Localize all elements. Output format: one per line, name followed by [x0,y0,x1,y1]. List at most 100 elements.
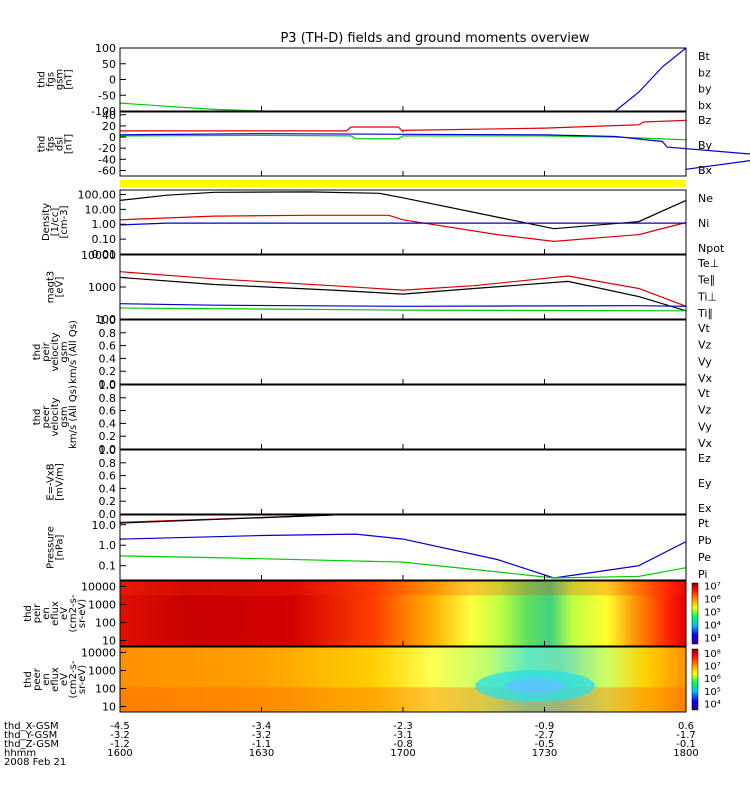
y-tick-label: 0.0 [99,378,117,391]
legend-Vz: Vz [698,339,712,352]
y-tick-label: 0.0 [99,508,117,521]
panel-pressure: 10.0 1.0 0.1 Pressure[nPa] Pt Pb Pe Pi [46,514,712,581]
panel-density: 100.00 10.00 1.00 0.10 0.01 Density[1/cc][cm-… [41,188,725,261]
date-label: 2008 Feb 21 [4,757,66,768]
y-label-line: [cm-3] [59,205,70,238]
y-label-line: peir [41,341,52,361]
series-Bz [120,119,687,133]
y-tick-label: 0.8 [99,457,117,470]
y-tick-label: -40 [98,153,116,166]
y-label-line: fgs [46,136,57,151]
y-tick-label: 1.0 [99,444,117,457]
y-label-line: peir [32,603,43,623]
y-label-line: velocity [50,397,61,436]
y-label-line: eV [59,673,70,686]
y-tick-label: -20 [98,142,116,155]
y-tick-label: 0 [109,74,116,87]
ephemeris-value: -4.5 [110,721,130,732]
ephemeris-value: -0.5 [535,739,555,750]
y-label-line: thd [32,344,43,361]
y-tick-label: 100 [95,313,116,326]
y-label-line: [1/cc] [50,208,61,237]
y-label-line: velocity [50,332,61,371]
y-tick-label: 0.01 [92,248,117,261]
ephemeris-value: 1630 [249,748,274,759]
y-label-line: gsm [59,406,70,427]
panel-frame [119,384,687,450]
y-tick-label: 0.0 [99,443,117,456]
panel-peer_velocity: 1.00.80.60.40.20.0thdpeervelocitygsmkm/s… [32,379,713,456]
y-label-line: magt3 [46,271,57,304]
y-label-line: E=-VxB [46,463,57,500]
panel-frame [119,514,687,581]
legend-Ex: Ex [698,502,712,515]
legend-Vy: Vy [698,355,712,368]
y-label-line: thd [32,409,43,426]
y-label-line: eflux [50,601,61,626]
quality-flag-bar [120,180,686,187]
series-Ti⊥ [119,303,687,307]
ephemeris-label: thd_Y-GSM [4,730,57,741]
ephemeris-value: 1800 [673,748,698,759]
legend-Bx: Bx [698,164,713,177]
y-tick-label: 0.4 [99,482,117,495]
y-tick-label: 0.6 [99,340,117,353]
y-tick-label: 0.4 [99,417,117,430]
y-tick-label: 0.6 [99,470,117,483]
y-tick-label: 0 [109,131,116,144]
y-label-line: thd [23,671,34,688]
y-tick-label: -100 [91,105,116,118]
y-label-line: dsl [55,137,66,151]
y-label-line: eV [59,607,70,620]
y-tick-label: 10 [102,701,116,714]
y-label-line: km/s (All Qs) [68,385,79,449]
legend-bx: bx [698,99,712,112]
colorbar-tick: 10⁴ [704,700,721,711]
y-tick-label: 1000 [88,598,116,611]
spectrogram-shade [120,581,686,596]
colorbar: 10⁷ 10⁶ 10⁵ 10⁴ 10³ [691,582,721,645]
legend-Vz: Vz [698,404,712,417]
ephemeris-table: thd_X-GSM -4.5 -3.4 -2.3 -0.9 0.6 thd_Y-GSM -3.… [4,721,699,759]
figure-title: P3 (TH-D) fields and ground moments over… [280,31,589,46]
y-label-line: thd [37,71,48,88]
ephemeris-value: -2.7 [535,730,555,741]
legend-Ti⊥: Ti⊥ [697,290,717,303]
legend-Pi: Pi [698,568,707,581]
y-tick-label: 0.6 [99,405,117,418]
legend-Ni: Ni [698,217,709,230]
series-by [119,102,262,112]
colorbar-tick: 10³ [704,634,721,645]
y-axis-label: Pressure[nPa] [46,526,66,569]
legend-Vt: Vt [698,322,711,335]
ephemeris-value: -0.9 [535,721,555,732]
ephemeris-label: thd_X-GSM [4,721,59,732]
y-label-line: sr-eV) [77,665,88,694]
colorbar-tick: 10⁵ [704,687,721,698]
spectrogram-image [120,581,686,646]
legend-Ne: Ne [698,192,713,205]
ephemeris-value: -3.1 [393,730,413,741]
series-Ni [119,191,687,230]
series-Pi [119,533,687,579]
panel-peir_velocity: 1.00.80.60.40.20.0thdpeirvelocitygsmkm/s… [32,314,713,391]
y-axis-label: magt3[eV] [46,271,66,304]
y-tick-label: 10000 [81,249,116,262]
y-tick-label: 1.0 [99,539,117,552]
y-label-line: fgs [46,72,57,87]
legend-bz: bz [698,66,711,79]
y-tick-label: 100 [95,683,116,696]
y-label-line: [nT] [64,69,75,89]
ephemeris-value: -3.2 [252,730,272,741]
y-tick-label: 0.4 [99,352,117,365]
y-label-line: Pressure [46,526,57,569]
legend-Bt: Bt [698,50,711,63]
ephemeris-value: -1.2 [110,739,130,750]
